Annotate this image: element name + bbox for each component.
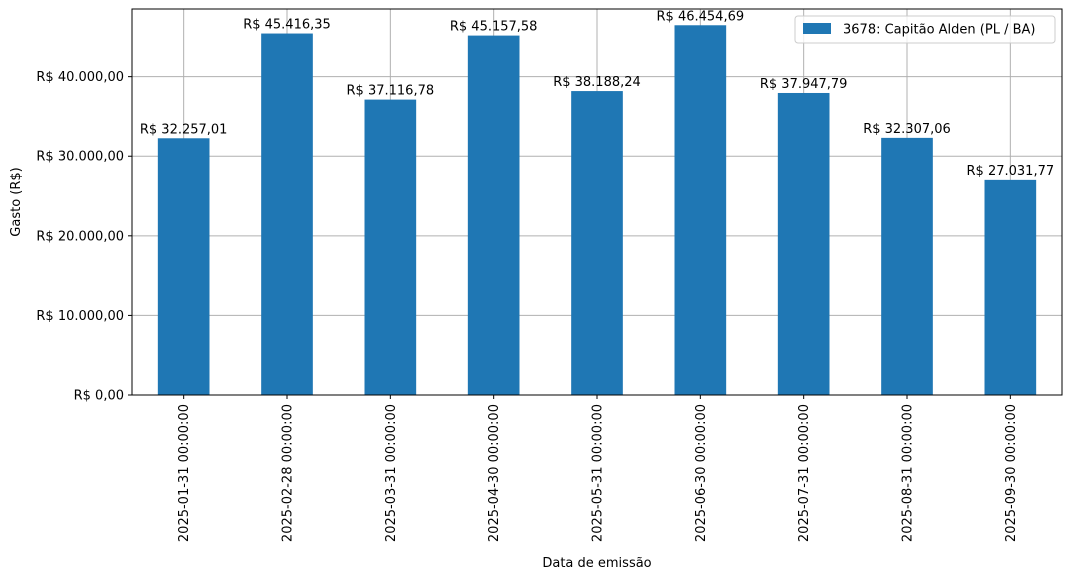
x-tick-label: 2025-08-31 00:00:00 [901, 404, 916, 542]
x-tick-label: 2025-03-31 00:00:00 [384, 404, 399, 542]
bars [157, 25, 1037, 396]
y-tick-label: R$ 0,00 [74, 389, 124, 404]
x-tick-label: 2025-05-31 00:00:00 [591, 404, 606, 542]
y-tick-label: R$ 40.000,00 [36, 70, 124, 85]
legend-label: 3678: Capitão Alden (PL / BA) [843, 23, 1035, 38]
x-tick-label: 2025-09-30 00:00:00 [1004, 404, 1019, 542]
bar [674, 25, 727, 395]
bar [157, 138, 210, 395]
bar [467, 35, 520, 395]
x-axis-title: Data de emissão [542, 556, 651, 571]
x-tick-label: 2025-06-30 00:00:00 [694, 404, 709, 542]
x-axis: 2025-01-31 00:00:00 2025-02-28 00:00:00 20… [177, 395, 1019, 542]
legend-box [794, 15, 1056, 44]
x-tick-label: 2025-04-30 00:00:00 [487, 404, 502, 542]
x-tick-label: 2025-02-28 00:00:00 [281, 404, 296, 542]
y-tick-label: R$ 10.000,00 [36, 309, 124, 324]
bar-value-label: R$ 32.257,01 [140, 122, 228, 137]
data-labels: R$ 32.257,01 R$ 45.416,35 R$ 37.116,78 R$ 4… [140, 9, 1054, 179]
bar-value-label: R$ 38.188,24 [553, 75, 641, 90]
bar-value-label: R$ 37.947,79 [760, 77, 848, 92]
bar [364, 99, 417, 396]
bar-value-label: R$ 45.416,35 [243, 18, 331, 33]
x-tick-label: 2025-01-31 00:00:00 [177, 404, 192, 542]
legend-swatch [803, 23, 831, 34]
bar-value-label: R$ 45.157,58 [450, 20, 538, 35]
y-tick-label: R$ 20.000,00 [36, 229, 124, 244]
bar [881, 137, 933, 395]
bar-value-label: R$ 46.454,69 [657, 9, 745, 24]
x-tick-label: 2025-07-31 00:00:00 [797, 404, 812, 542]
bar-value-label: R$ 27.031,77 [967, 164, 1055, 179]
legend: 3678: Capitão Alden (PL / BA) [794, 15, 1056, 44]
y-axis: R$ 0,00 R$ 10.000,00 R$ 20.000,00 R$ 30.000… [36, 70, 132, 404]
bar [984, 179, 1037, 395]
bar [261, 33, 313, 395]
bar-value-label: R$ 32.307,06 [863, 122, 951, 137]
bar [777, 92, 830, 395]
bar-value-label: R$ 37.116,78 [347, 84, 435, 99]
y-axis-title: Gasto (R$) [9, 167, 24, 236]
y-tick-label: R$ 30.000,00 [36, 150, 124, 165]
bar [571, 91, 623, 396]
